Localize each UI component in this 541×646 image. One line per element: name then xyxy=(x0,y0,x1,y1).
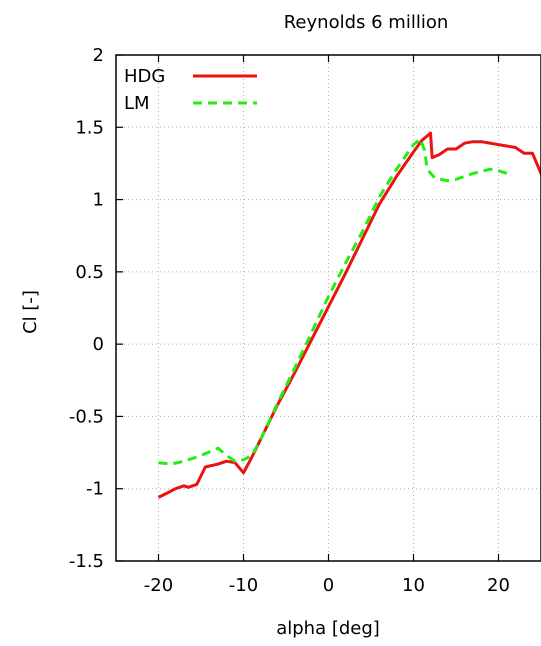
legend-label-lm: LM xyxy=(124,93,150,114)
plot-area xyxy=(157,131,541,499)
chart-title: Reynolds 6 million xyxy=(284,12,449,33)
y-tick-label: 0.5 xyxy=(75,262,104,283)
legend: HDG LM xyxy=(124,66,257,114)
x-tick-label: 0 xyxy=(323,575,334,596)
y-tick-label: -1 xyxy=(86,479,104,500)
y-tick-label: 1.5 xyxy=(75,117,104,138)
y-tick-label: -1.5 xyxy=(69,551,104,572)
legend-label-hdg: HDG xyxy=(124,66,165,87)
series-line-lm xyxy=(158,137,508,466)
x-axis-label: alpha [deg] xyxy=(276,618,380,639)
x-tick-label: 10 xyxy=(402,575,425,596)
series-line-hdg xyxy=(157,131,541,499)
y-axis-label: Cl [-] xyxy=(20,290,41,334)
y-tick-label: 2 xyxy=(93,45,104,66)
x-tick-label: -20 xyxy=(144,575,173,596)
y-tick-label: -0.5 xyxy=(69,406,104,427)
y-tick-label: 1 xyxy=(93,190,104,211)
axis-ticks: -20 -10 0 10 20 -1.5 -1 -0.5 0 0.5 1 1.5 2 xyxy=(69,45,510,596)
x-tick-label: -10 xyxy=(229,575,258,596)
x-tick-label: 20 xyxy=(487,575,510,596)
grid-lines xyxy=(116,54,541,562)
y-tick-label: 0 xyxy=(93,334,104,355)
